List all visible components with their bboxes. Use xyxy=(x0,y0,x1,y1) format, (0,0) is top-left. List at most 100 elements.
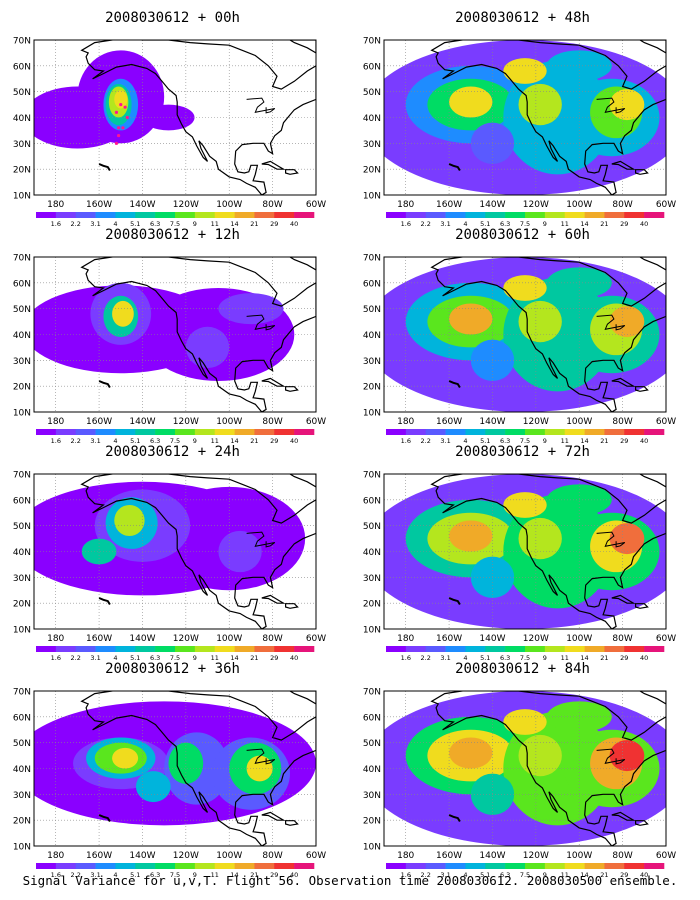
colorbar-swatch xyxy=(214,212,235,218)
colorbar-label: 6.3 xyxy=(150,871,160,879)
colorbar-label: 4 xyxy=(113,654,117,662)
lat-tick-label: 40N xyxy=(13,114,31,124)
colorbar-swatch xyxy=(254,646,275,652)
lat-tick-label: 50N xyxy=(363,305,381,315)
colorbar-label: 7.5 xyxy=(170,437,180,445)
colorbar-label: 4 xyxy=(113,220,117,228)
lat-tick-label: 30N xyxy=(363,140,381,150)
lat-tick-label: 20N xyxy=(13,600,31,610)
lon-tick-label: 100W xyxy=(216,200,242,210)
colorbar-swatch xyxy=(445,429,466,435)
lon-tick-label: 140W xyxy=(129,851,155,861)
colorbar-swatch xyxy=(135,646,156,652)
colorbar-swatch xyxy=(55,429,77,435)
lon-tick-label: 80W xyxy=(612,851,632,861)
colorbar-label: 6.3 xyxy=(500,220,510,228)
colorbar-swatch xyxy=(234,863,255,869)
map-panel: 2008030612 + 84h 70N 60N 50N 40N 30N 20N 10N 180… xyxy=(350,659,695,879)
colorbar-swatch xyxy=(234,429,255,435)
map-panel: 2008030612 + 12h 70N 60N 50N 40N 30N 20N 10N 180… xyxy=(0,225,345,445)
colorbar-swatch xyxy=(274,429,295,435)
lat-tick-label: 70N xyxy=(13,688,31,698)
colorbar-label: 4 xyxy=(463,437,467,445)
colorbar-swatch xyxy=(274,646,295,652)
colorbar-swatch xyxy=(544,212,566,218)
map-panel: 2008030612 + 48h 70N 60N 50N 40N 30N 20N 10N 180… xyxy=(350,8,695,228)
colorbar-swatch xyxy=(155,429,176,435)
colorbar-label: 21 xyxy=(600,871,608,879)
colorbar-swatch xyxy=(75,212,96,218)
colorbar-swatch xyxy=(214,429,235,435)
colorbar-label: 6.3 xyxy=(150,654,160,662)
map-panel: 2008030612 + 00h 70N 60N 50N 40N 30N 20N 10N 180… xyxy=(0,8,345,228)
lat-tick-label: 40N xyxy=(363,548,381,558)
lon-tick-label: 160W xyxy=(436,417,462,427)
lon-tick-label: 80W xyxy=(262,851,282,861)
colorbar-label: 3.1 xyxy=(440,437,450,445)
lon-tick-label: 80W xyxy=(612,417,632,427)
colorbar-swatch xyxy=(564,646,585,652)
lon-tick-label: 100W xyxy=(566,200,592,210)
colorbar-swatch xyxy=(584,863,605,869)
colorbar-label: 4 xyxy=(113,871,117,879)
lat-tick-label: 60N xyxy=(13,496,31,506)
colorbar-label: 29 xyxy=(620,220,628,228)
colorbar-swatch xyxy=(604,429,625,435)
colorbar-swatch xyxy=(234,212,255,218)
colorbar-swatch xyxy=(175,646,196,652)
lat-tick-label: 10N xyxy=(13,409,31,419)
colorbar-swatch xyxy=(485,429,506,435)
colorbar-swatch xyxy=(465,646,486,652)
colorbar-label: 2.2 xyxy=(421,437,431,445)
colorbar-swatch xyxy=(214,863,235,869)
colorbar-swatch xyxy=(525,429,546,435)
colorbar-swatch xyxy=(544,429,566,435)
colorbar-swatch xyxy=(194,429,216,435)
colorbar-label: 9 xyxy=(193,654,197,662)
colorbar-label: 1.6 xyxy=(401,654,411,662)
colorbar-label: 40 xyxy=(640,871,648,879)
lon-tick-label: 80W xyxy=(612,200,632,210)
colorbar-label: 40 xyxy=(290,871,298,879)
variance-map: 70N 60N 50N 40N 30N 20N 10N 180 160W 140W 120W 100W… xyxy=(13,254,326,446)
colorbar-swatch xyxy=(294,646,315,652)
colorbar-swatch xyxy=(584,646,605,652)
lon-tick-label: 60W xyxy=(656,851,676,861)
colorbar-swatch xyxy=(544,863,566,869)
variance-map: 70N 60N 50N 40N 30N 20N 10N 180 160W 140W 120W 100W… xyxy=(363,471,676,663)
colorbar-swatch xyxy=(485,646,506,652)
colorbar-swatch xyxy=(604,863,625,869)
lat-tick-label: 30N xyxy=(13,140,31,150)
lat-tick-label: 20N xyxy=(13,166,31,176)
lon-tick-label: 80W xyxy=(612,634,632,644)
colorbar-swatch xyxy=(175,212,196,218)
colorbar-label: 5.1 xyxy=(480,437,490,445)
colorbar-label: 1.6 xyxy=(51,220,61,228)
lon-tick-label: 100W xyxy=(566,634,592,644)
colorbar-swatch xyxy=(274,212,295,218)
lon-tick-label: 160W xyxy=(86,417,112,427)
colorbar-label: 1.6 xyxy=(51,871,61,879)
lat-tick-label: 30N xyxy=(13,574,31,584)
lat-tick-label: 60N xyxy=(363,279,381,289)
lon-tick-label: 100W xyxy=(566,417,592,427)
colorbar-swatch xyxy=(294,863,315,869)
lon-tick-label: 180 xyxy=(397,200,414,210)
lon-tick-label: 160W xyxy=(436,634,462,644)
colorbar-swatch xyxy=(155,646,176,652)
lat-tick-label: 40N xyxy=(13,765,31,775)
colorbar-label: 1.6 xyxy=(401,220,411,228)
colorbar-swatch xyxy=(445,863,466,869)
lon-tick-label: 180 xyxy=(47,851,64,861)
lat-tick-label: 10N xyxy=(13,192,31,202)
colorbar-label: 14 xyxy=(580,437,588,445)
colorbar-swatch xyxy=(36,863,57,869)
colorbar-swatch xyxy=(525,863,546,869)
lon-tick-label: 140W xyxy=(129,634,155,644)
lat-tick-label: 20N xyxy=(363,383,381,393)
colorbar-swatch xyxy=(194,212,216,218)
colorbar-label: 3.1 xyxy=(90,871,100,879)
lon-tick-label: 180 xyxy=(47,417,64,427)
lat-tick-label: 10N xyxy=(363,192,381,202)
colorbar-label: 11 xyxy=(561,871,569,879)
